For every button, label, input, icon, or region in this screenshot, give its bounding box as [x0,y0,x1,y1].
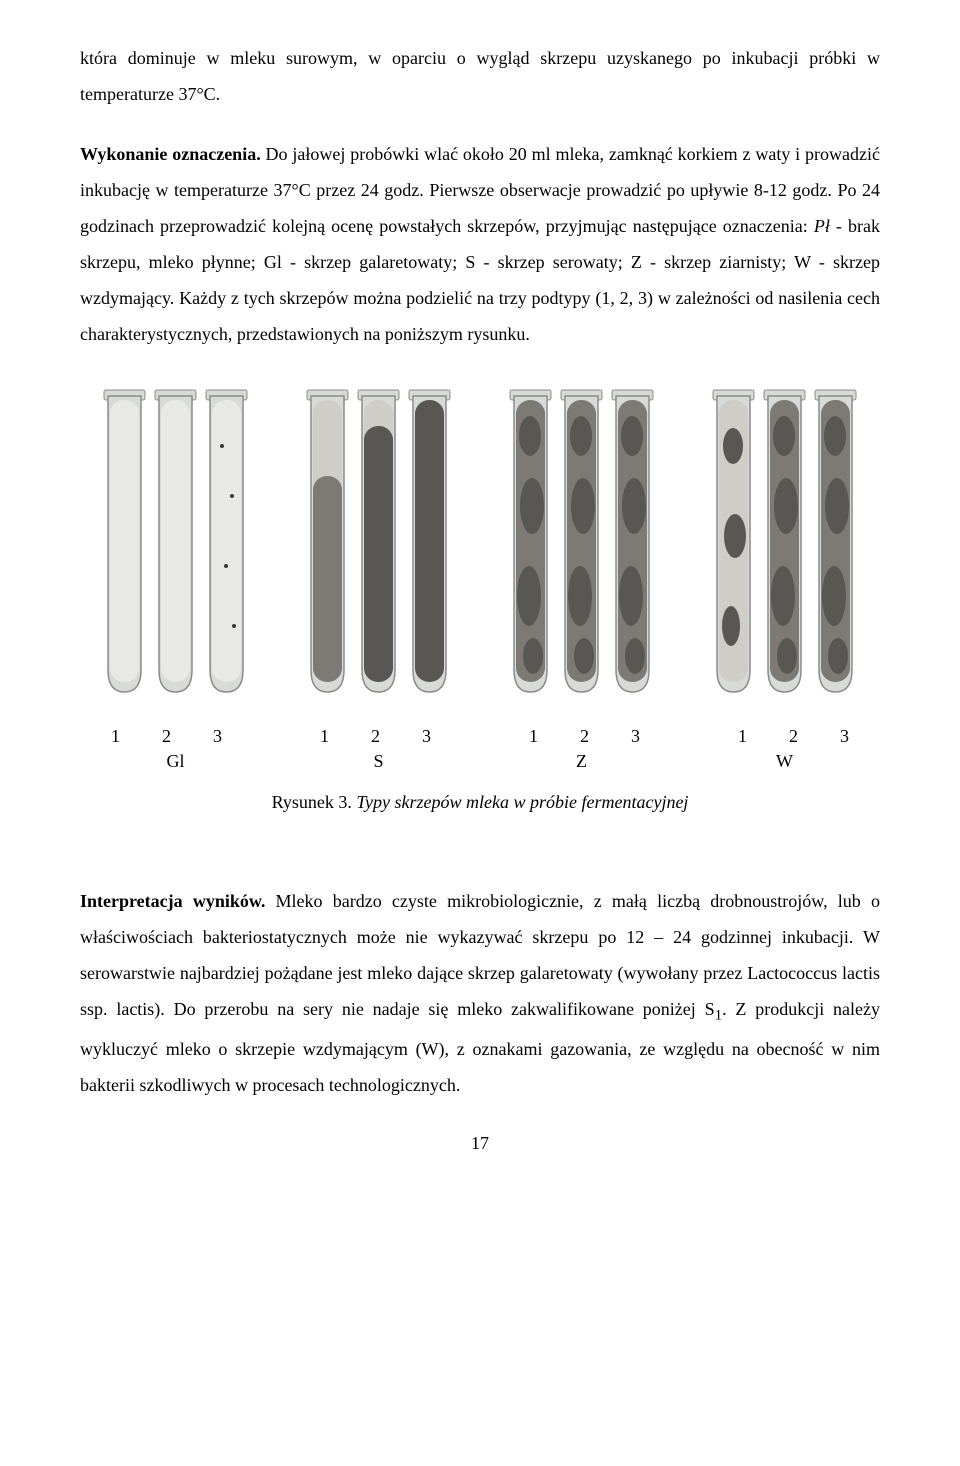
tube-group [305,386,452,696]
heading-inline: Interpretacja wyników. [80,891,265,911]
tube-group [102,386,249,696]
test-tube [407,386,452,696]
tube-group [711,386,858,696]
page-number: 17 [80,1133,880,1154]
heading-inline: Wykonanie oznaczenia. [80,144,261,164]
test-tube [102,386,147,696]
test-tube [305,386,350,696]
test-tube [508,386,553,696]
group-label: Z [508,751,655,772]
tube-number-label: 2 [144,726,189,747]
tube-number-label: 1 [720,726,765,747]
text-italic: Pł [814,216,830,236]
tube-number-label: 3 [195,726,240,747]
paragraph-3: Interpretacja wyników. Mleko bardzo czys… [80,883,880,1103]
document-page: która dominuje w mleku surowym, w oparci… [0,0,960,1194]
test-tube [610,386,655,696]
caption-lead: Rysunek 3. [272,792,357,812]
tube-number-label: 2 [353,726,398,747]
paragraph-2: Wykonanie oznaczenia. Do jałowej probówk… [80,136,880,352]
tube-number-label: 1 [93,726,138,747]
figure-tubes [80,376,880,716]
group-label: W [711,751,858,772]
test-tube [711,386,756,696]
tube-number-label: 3 [822,726,867,747]
figure-number-labels: 123123123123 [80,726,880,747]
test-tube [813,386,858,696]
tube-number-label: 2 [562,726,607,747]
tube-number-label: 1 [302,726,347,747]
figure-caption: Rysunek 3. Typy skrzepów mleka w próbie … [80,792,880,813]
tube-number-label: 3 [404,726,449,747]
tube-group [508,386,655,696]
test-tube [762,386,807,696]
caption-body: Typy skrzepów mleka w próbie fermentacyj… [356,792,688,812]
subscript: 1 [715,1008,723,1024]
group-label: Gl [102,751,249,772]
test-tube [356,386,401,696]
test-tube [153,386,198,696]
tube-number-label: 2 [771,726,816,747]
group-label: S [305,751,452,772]
text: która dominuje w mleku surowym, w oparci… [80,48,880,104]
paragraph-1: która dominuje w mleku surowym, w oparci… [80,40,880,112]
tube-number-label: 3 [613,726,658,747]
test-tube [559,386,604,696]
figure-group-labels: Gl S Z W [80,751,880,772]
test-tube [204,386,249,696]
tube-number-label: 1 [511,726,556,747]
